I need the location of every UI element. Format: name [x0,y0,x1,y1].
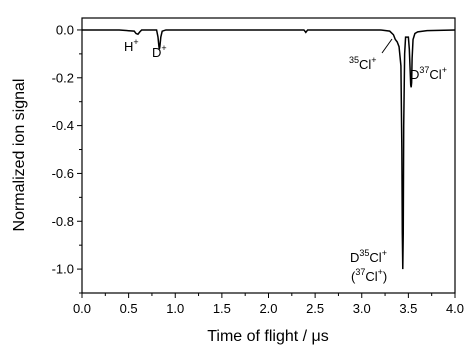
x-tick-label: 0.0 [73,301,91,316]
y-tick-label: -0.2 [52,70,74,85]
x-tick-label: 0.5 [120,301,138,316]
x-tick-label: 2.0 [259,301,277,316]
y-axis: 0.0 -0.2 -0.4 -0.6 -0.8 -1.0 [52,22,82,293]
plot-area [82,18,455,293]
annotation-d37cl-plus: D37Cl+ [410,65,447,82]
x-axis-title: Time of flight / μs [207,328,329,345]
annotation-d35cl-plus: D35Cl+ [350,248,387,265]
annotation-35cl-leader [382,39,392,53]
x-tick-label: 2.5 [306,301,324,316]
x-tick-label: 3.5 [399,301,417,316]
y-tick-label: -0.4 [52,118,74,133]
y-tick-label: -1.0 [52,262,74,277]
plot-frame [82,18,455,293]
x-tick-label: 1.0 [166,301,184,316]
x-tick-label: 3.0 [353,301,371,316]
annotation-d-plus: D+ [152,43,167,60]
annotation-h-plus: H+ [124,37,139,54]
series-line [82,30,455,269]
y-tick-label: 0.0 [56,22,74,37]
y-tick-label: -0.6 [52,166,74,181]
x-axis: 0.0 0.5 1.0 1.5 2.0 2.5 3.0 3.5 4.0 [73,293,464,316]
x-tick-label: 1.5 [213,301,231,316]
y-axis-title: Normalized ion signal [11,79,28,232]
annotation-35cl-plus: 35Cl+ [349,55,377,72]
annotation-37cl-plus-paren: (37Cl+) [351,267,387,284]
y-tick-label: -0.8 [52,214,74,229]
x-tick-label: 4.0 [446,301,464,316]
